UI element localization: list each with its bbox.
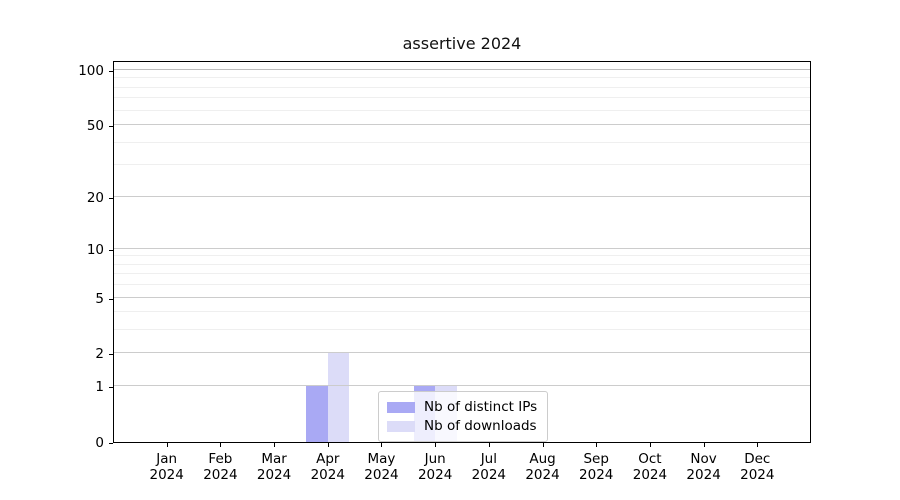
y-tick-label-2: 2 xyxy=(95,346,104,363)
x-tick-mark xyxy=(166,443,168,447)
legend-swatch-icon xyxy=(387,420,415,432)
y-tick-label-50: 50 xyxy=(86,118,104,135)
minor-gridline-40 xyxy=(114,141,810,143)
x-tick-mark xyxy=(435,443,437,447)
y-tick-mark xyxy=(109,71,113,72)
minor-gridline-6 xyxy=(114,284,810,286)
legend-swatch-icon xyxy=(387,401,415,413)
x-tick-label-jun: Jun 2024 xyxy=(417,451,453,483)
x-tick-mark xyxy=(220,443,222,447)
x-tick-mark xyxy=(381,443,383,447)
x-tick-label-dec: Dec 2024 xyxy=(740,451,775,483)
major-gridline-1 xyxy=(114,385,810,387)
legend-row-0: Nb of distinct IPs xyxy=(387,398,537,416)
x-tick-label-feb: Feb 2024 xyxy=(203,451,238,483)
bar-nb-of-distinct-ips-apr xyxy=(306,386,328,442)
minor-gridline-90 xyxy=(114,77,810,79)
minor-gridline-30 xyxy=(114,164,810,166)
x-tick-label-mar: Mar 2024 xyxy=(256,451,292,483)
grid-layer xyxy=(114,62,810,442)
minor-gridline-70 xyxy=(114,97,810,99)
x-tick-mark xyxy=(274,443,276,447)
y-tick-mark xyxy=(109,354,113,356)
x-tick-label-sep: Sep 2024 xyxy=(579,451,614,483)
minor-gridline-7 xyxy=(114,273,810,275)
major-gridline-100 xyxy=(114,69,810,70)
minor-gridline-8 xyxy=(114,263,810,265)
y-tick-label-1: 1 xyxy=(95,379,104,396)
x-tick-label-nov: Nov 2024 xyxy=(686,451,721,483)
y-tick-mark xyxy=(109,197,113,199)
y-tick-mark xyxy=(109,387,113,389)
x-tick-label-oct: Oct 2024 xyxy=(632,451,668,483)
minor-gridline-3 xyxy=(114,329,810,331)
x-tick-label-may: May 2024 xyxy=(364,451,399,483)
y-tick-mark xyxy=(109,443,113,444)
legend-label: Nb of downloads xyxy=(424,418,537,434)
chart-title: assertive 2024 xyxy=(402,34,522,53)
y-tick-mark xyxy=(109,126,113,128)
x-tick-label-apr: Apr 2024 xyxy=(310,451,345,483)
bar-nb-of-downloads-apr xyxy=(327,353,350,442)
plot-area xyxy=(113,61,811,443)
x-tick-mark xyxy=(327,443,329,447)
x-tick-mark xyxy=(596,443,598,447)
x-tick-label-aug: Aug 2024 xyxy=(525,451,560,483)
legend: Nb of distinct IPs Nb of downloads xyxy=(378,391,549,442)
y-tick-label-100: 100 xyxy=(78,63,104,79)
y-tick-label-0: 0 xyxy=(95,435,104,451)
x-tick-mark xyxy=(542,443,544,447)
y-tick-mark xyxy=(109,249,113,251)
x-tick-mark xyxy=(649,443,651,447)
legend-row-1: Nb of downloads xyxy=(387,417,537,435)
major-gridline-50 xyxy=(114,124,810,126)
minor-gridline-80 xyxy=(114,86,810,88)
major-gridline-10 xyxy=(114,247,810,249)
minor-gridline-60 xyxy=(114,109,810,111)
x-tick-mark xyxy=(488,443,490,447)
major-gridline-20 xyxy=(114,195,810,197)
x-tick-label-jul: Jul 2024 xyxy=(471,451,507,483)
minor-gridline-4 xyxy=(114,311,810,313)
minor-gridline-9 xyxy=(114,255,810,257)
y-tick-label-20: 20 xyxy=(86,189,104,206)
x-tick-label-jan: Jan 2024 xyxy=(149,451,184,483)
x-tick-mark xyxy=(757,443,759,447)
major-gridline-2 xyxy=(114,352,810,354)
x-tick-mark xyxy=(703,443,705,447)
major-gridline-5 xyxy=(114,296,810,298)
legend-label: Nb of distinct IPs xyxy=(424,399,538,415)
y-tick-mark xyxy=(109,298,113,300)
y-tick-label-5: 5 xyxy=(95,290,104,307)
y-tick-label-10: 10 xyxy=(86,241,104,258)
